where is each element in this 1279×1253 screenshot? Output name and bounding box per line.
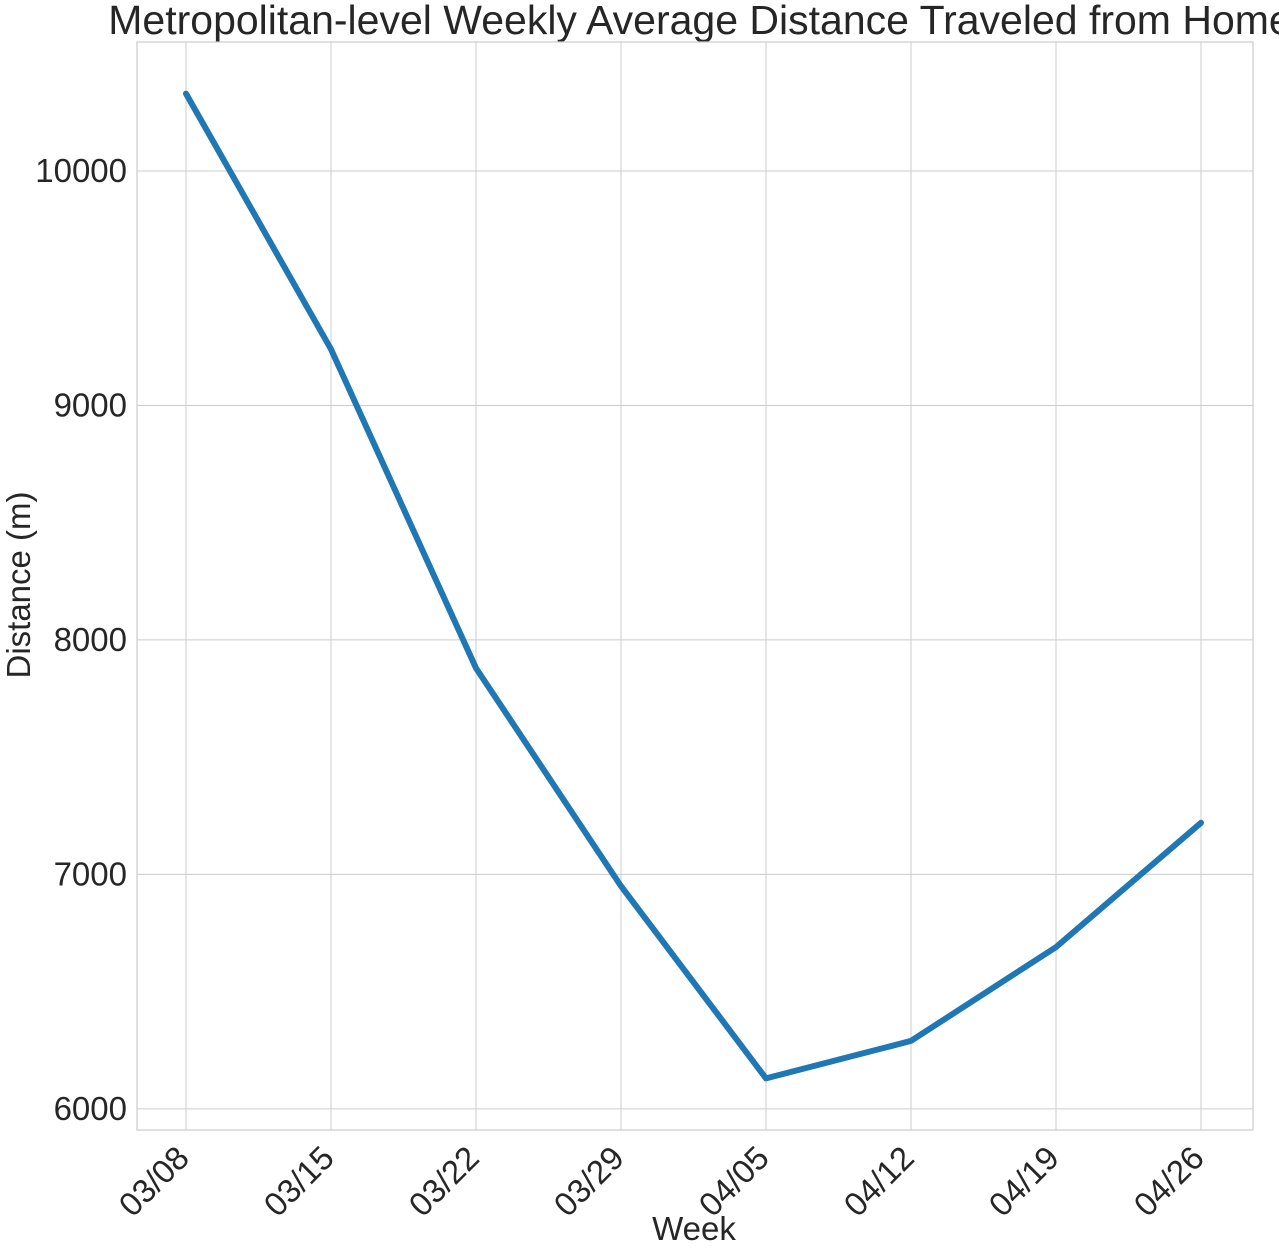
y-axis-ticks: 6000 7000 8000 9000 10000 [35,152,127,1127]
x-tick-label: 04/26 [1126,1139,1211,1224]
plot-area [136,41,1254,1131]
x-tick-label: 03/22 [401,1139,486,1224]
y-tick-label: 9000 [54,386,127,423]
y-tick-label: 8000 [54,621,127,658]
x-tick-label: 03/15 [256,1139,341,1224]
series-layer [183,90,1204,1082]
series-line [183,90,1204,1082]
y-tick-label: 6000 [54,1090,127,1127]
x-tick-label: 04/19 [981,1139,1066,1224]
y-tick-label: 7000 [54,855,127,892]
grid [137,42,1253,1130]
x-axis-label: Week [652,1210,736,1247]
x-tick-label: 03/08 [111,1139,196,1224]
y-tick-label: 10000 [35,152,127,189]
x-tick-label: 03/29 [546,1139,631,1224]
y-axis-label: Distance (m) [0,491,37,678]
x-tick-label: 04/12 [836,1139,921,1224]
chart-title: Metropolitan-level Weekly Average Distan… [108,0,1279,43]
